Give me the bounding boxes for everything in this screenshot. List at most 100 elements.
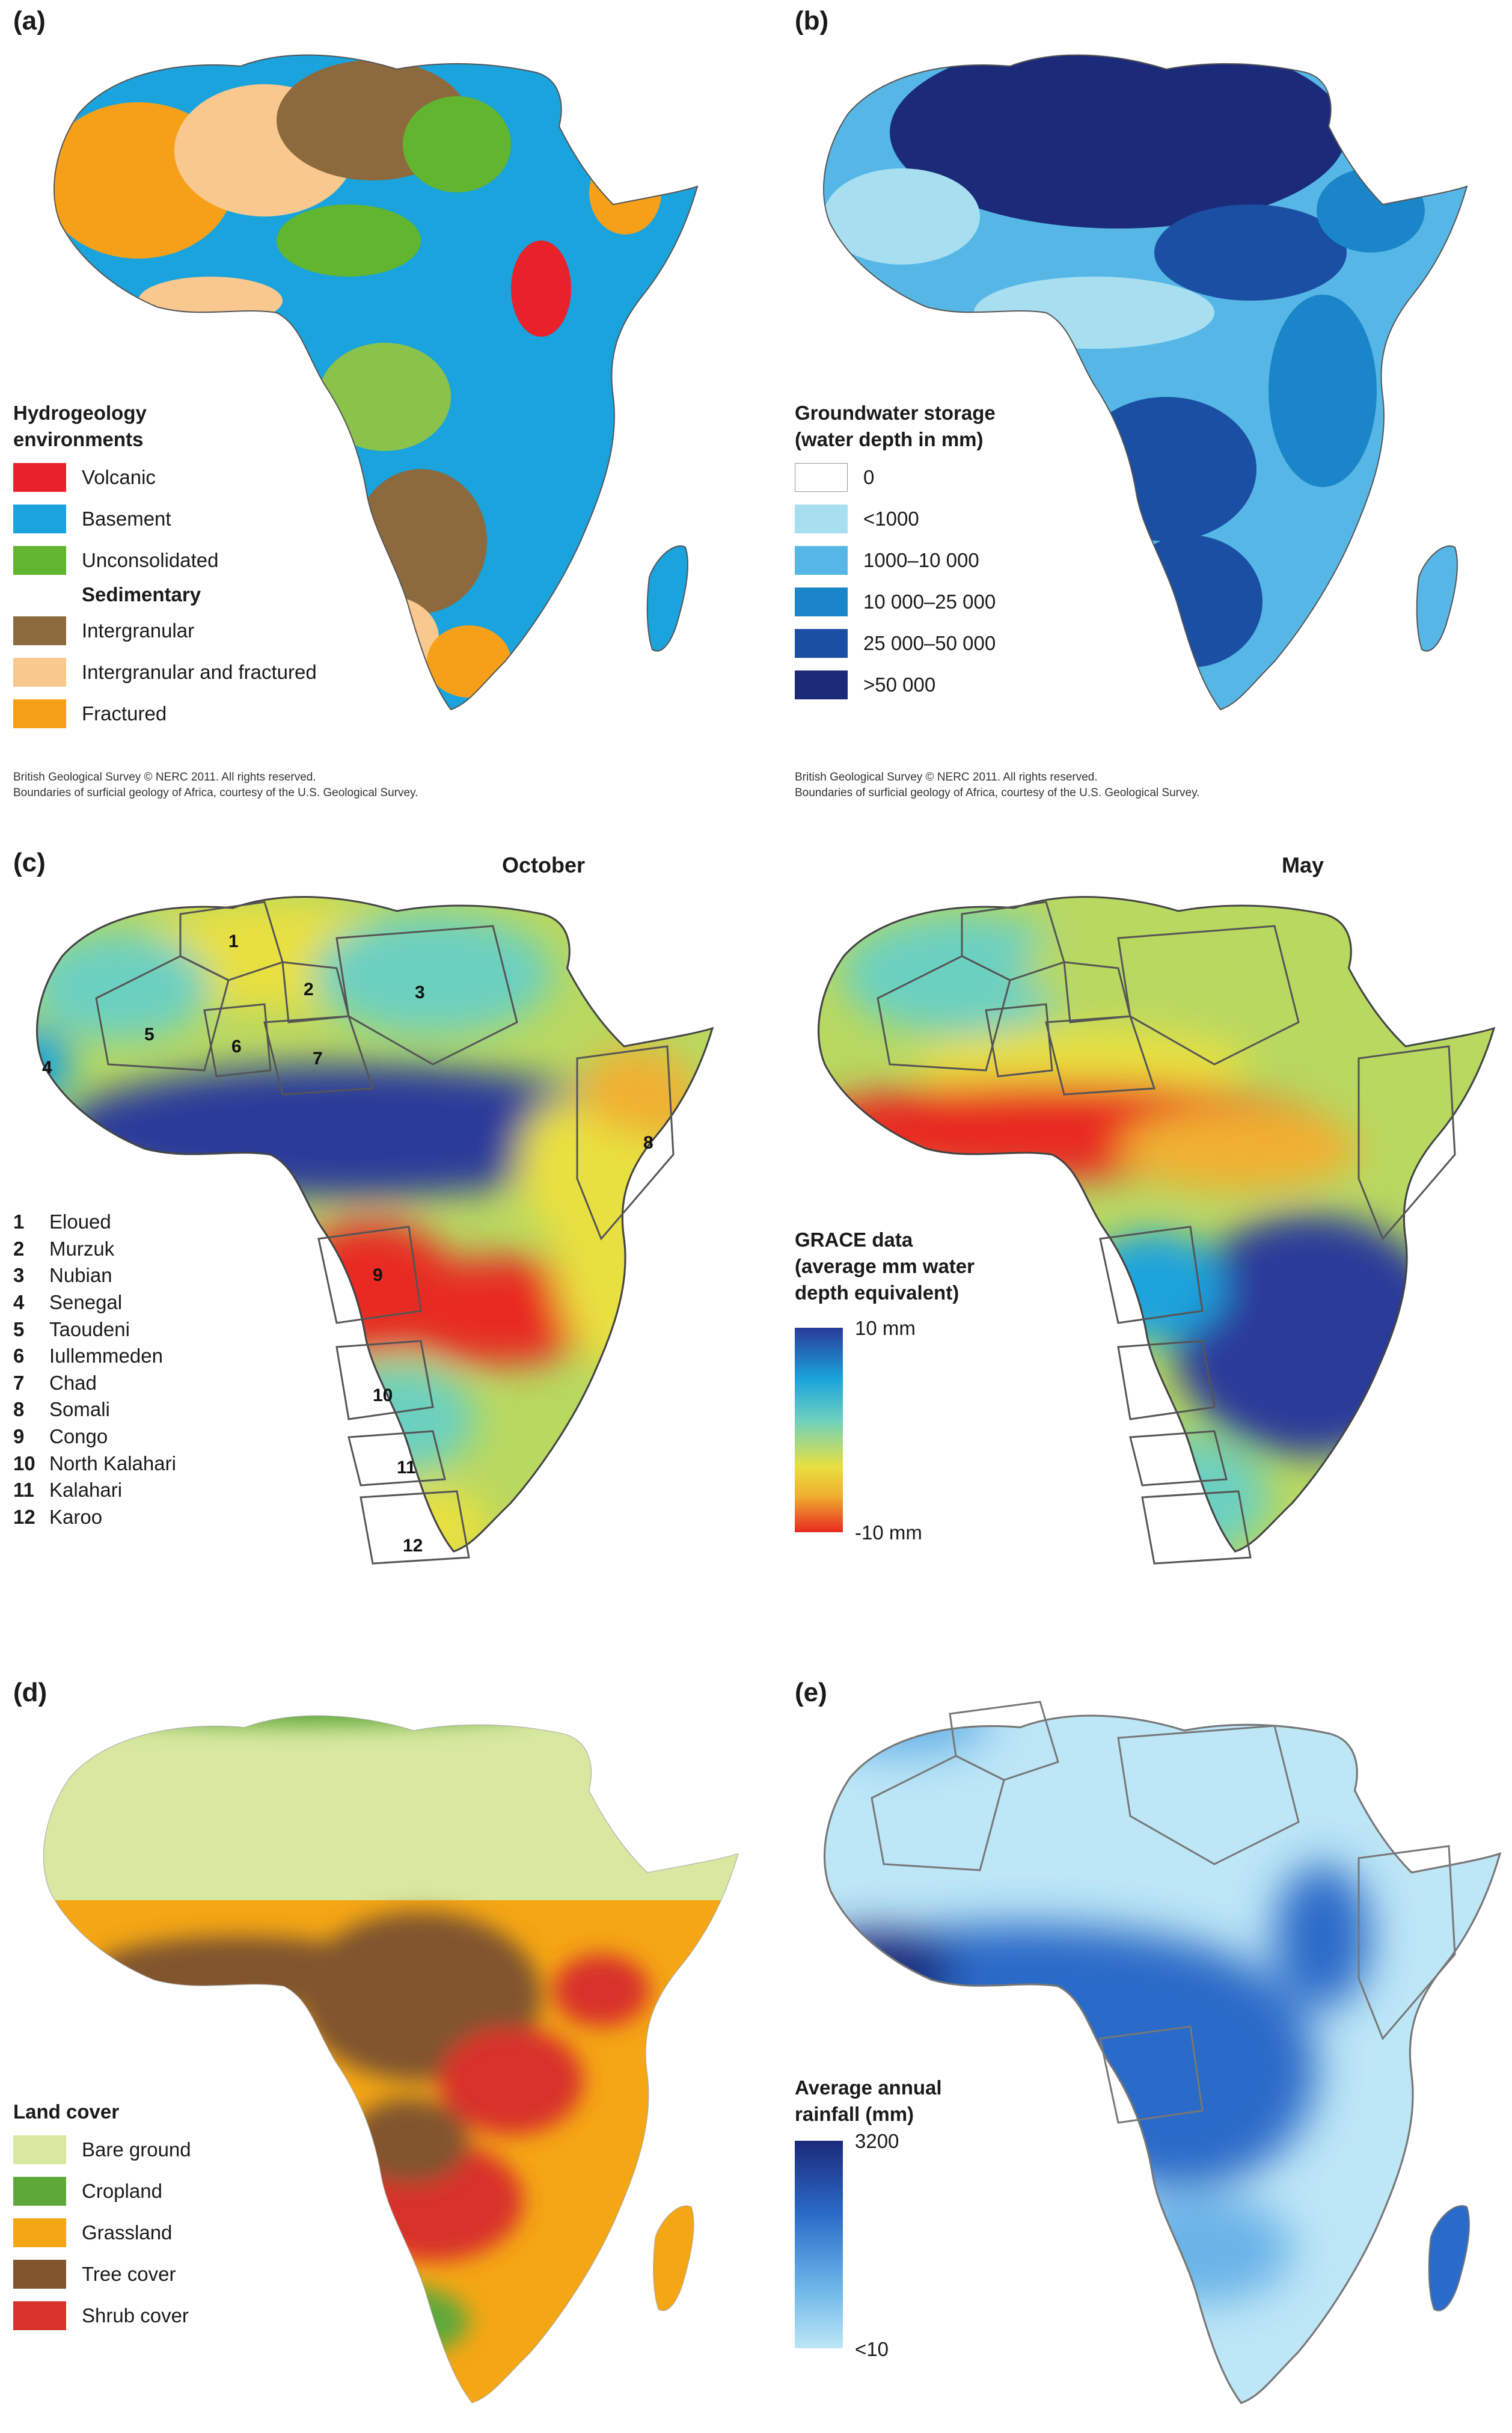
rainfall-scale-max: 3200 — [855, 2130, 899, 2152]
legend-label: Bare ground — [82, 2138, 191, 2161]
aquifer-id-4: 4 — [42, 1058, 52, 1078]
aquifer-item: 10 North Kalahari — [13, 1450, 176, 1477]
aquifer-num: 6 — [13, 1345, 25, 1367]
aquifer-name: Somali — [49, 1398, 110, 1421]
aquifer-id-6: 6 — [231, 1037, 242, 1057]
aquifer-num: 9 — [13, 1425, 25, 1448]
legend-label: Cropland — [82, 2179, 162, 2202]
swatch-unconsolidated — [13, 545, 66, 575]
aquifer-name: Taoudeni — [49, 1318, 130, 1340]
legend-title-line2: environments — [13, 428, 144, 450]
legend-label: Intergranular — [82, 619, 195, 642]
legend-label: Volcanic — [82, 465, 156, 488]
aquifer-name: Congo — [49, 1425, 108, 1448]
swatch-intergranular-fractured — [13, 657, 66, 687]
legend-item-intergranular-fractured: Intergranular and fractured — [13, 651, 317, 693]
aquifer-num: 7 — [13, 1371, 25, 1394]
legend-item-10000-25000: 10 000–25 000 — [795, 581, 996, 622]
aquifer-id-10: 10 — [373, 1385, 393, 1405]
aquifer-item: 8 Somali — [13, 1396, 176, 1423]
credit-line2: Boundaries of surficial geology of Afric… — [795, 787, 1200, 799]
grace-scale-max: 10 mm — [855, 1317, 916, 1339]
swatch-volcanic — [13, 462, 66, 492]
storage-legend: Groundwater storage (water depth in mm) … — [795, 400, 996, 705]
credit-line2: Boundaries of surficial geology of Afric… — [13, 787, 418, 799]
legend-label: Grassland — [82, 2221, 173, 2244]
legend-label: Unconsolidated — [82, 548, 219, 571]
legend-label: 0 — [863, 465, 875, 488]
legend-label: Basement — [82, 507, 171, 530]
aquifer-num: 5 — [13, 1318, 25, 1340]
land-cover-legend: Land cover Bare ground Cropland Grasslan… — [13, 2099, 191, 2336]
credit-b: British Geological Survey © NERC 2011. A… — [795, 770, 1199, 801]
legend-label: 1000–10 000 — [863, 548, 979, 571]
legend-label: 10 000–25 000 — [863, 590, 996, 613]
legend-item-0: 0 — [795, 456, 996, 498]
aquifer-id-1: 1 — [228, 931, 239, 951]
panel-d: (d) Land cover — [0, 1660, 756, 2433]
hydrogeology-map — [54, 54, 698, 711]
credit-line1: British Geological Survey © NERC 2011. A… — [795, 771, 1098, 784]
legend-label: >50 000 — [863, 673, 936, 696]
legend-label: Tree cover — [82, 2262, 176, 2285]
panel-a-label: (a) — [13, 6, 46, 35]
swatch-10000-25000 — [795, 587, 848, 616]
legend-title: Land cover — [13, 2100, 120, 2123]
aquifer-num: 3 — [13, 1264, 25, 1287]
rainfall-gradient-bar — [795, 2141, 843, 2348]
aquifer-item: 5 Taoudeni — [13, 1316, 176, 1343]
aquifer-num: 4 — [13, 1291, 25, 1314]
aquifer-num: 8 — [13, 1398, 25, 1421]
aquifer-id-5: 5 — [144, 1025, 155, 1045]
aquifer-name: Senegal — [49, 1291, 123, 1314]
swatch-1000-10000 — [795, 545, 848, 575]
rainfall-scale-min: <10 — [855, 2338, 889, 2360]
legend-label: <1000 — [863, 507, 919, 530]
legend-title-line2: (water depth in mm) — [795, 428, 984, 450]
swatch-25000-50000 — [795, 628, 848, 658]
legend-item-grassland: Grassland — [13, 2212, 191, 2253]
aquifer-item: 9 Congo — [13, 1423, 176, 1450]
grace-october-map: 1 2 3 4 5 6 7 8 9 10 11 12 — [35, 895, 714, 1565]
swatch-lt1000 — [795, 504, 848, 533]
aquifer-id-11: 11 — [397, 1458, 416, 1477]
aquifer-id-12: 12 — [403, 1536, 423, 1556]
aquifer-item: 7 Chad — [13, 1370, 176, 1397]
aquifer-name: Murzuk — [49, 1237, 115, 1260]
aquifer-list: 1 Eloued 2 Murzuk 3 Nubian 4 Senegal 5 Taoude… — [13, 1209, 176, 1530]
aquifer-num: 1 — [13, 1210, 25, 1233]
rainfall-legend: Average annual rainfall (mm) 3200 <10 — [795, 2075, 1035, 2399]
panel-b: (b) Groundwater storage (water depth in … — [782, 0, 1512, 830]
aquifer-name: Iullemmeden — [49, 1345, 163, 1367]
legend-item-lt1000: <1000 — [795, 498, 996, 539]
legend-label: Shrub cover — [82, 2304, 189, 2327]
panel-e: (e) Average — [782, 1660, 1512, 2433]
aquifer-name: North Kalahari — [49, 1452, 176, 1474]
aquifer-num: 10 — [13, 1452, 35, 1474]
rainfall-map — [823, 1701, 1501, 2404]
groundwater-storage-map — [823, 54, 1468, 711]
legend-title-line1: Hydrogeology — [13, 402, 147, 424]
legend-item-shrub-cover: Shrub cover — [13, 2295, 191, 2336]
swatch-intergranular — [13, 616, 66, 645]
swatch-shrub-cover — [13, 2301, 66, 2330]
aquifer-id-3: 3 — [415, 983, 425, 1002]
aquifer-id-9: 9 — [373, 1265, 383, 1285]
grace-legend: GRACE data (average mm water depth equiv… — [795, 1227, 1035, 1563]
legend-item-bare-ground: Bare ground — [13, 2129, 191, 2170]
credit-line1: British Geological Survey © NERC 2011. A… — [13, 771, 316, 784]
grace-may-map — [817, 895, 1495, 1565]
legend-label: Fractured — [82, 702, 167, 725]
legend-item-cropland: Cropland — [13, 2170, 191, 2212]
legend-title-line1: Average annual — [795, 2076, 942, 2099]
month-may: May — [1282, 853, 1324, 877]
swatch-gt50000 — [795, 670, 848, 699]
swatch-cropland — [13, 2176, 66, 2206]
legend-item-unconsolidated: Unconsolidated — [13, 539, 317, 581]
legend-item-25000-50000: 25 000–50 000 — [795, 622, 996, 664]
aquifer-id-2: 2 — [304, 980, 314, 999]
panel-d-label: (d) — [13, 1678, 47, 1707]
aquifer-name: Kalahari — [49, 1479, 123, 1502]
aquifer-item: 3 Nubian — [13, 1262, 176, 1289]
credit-a: British Geological Survey © NERC 2011. A… — [13, 770, 418, 801]
